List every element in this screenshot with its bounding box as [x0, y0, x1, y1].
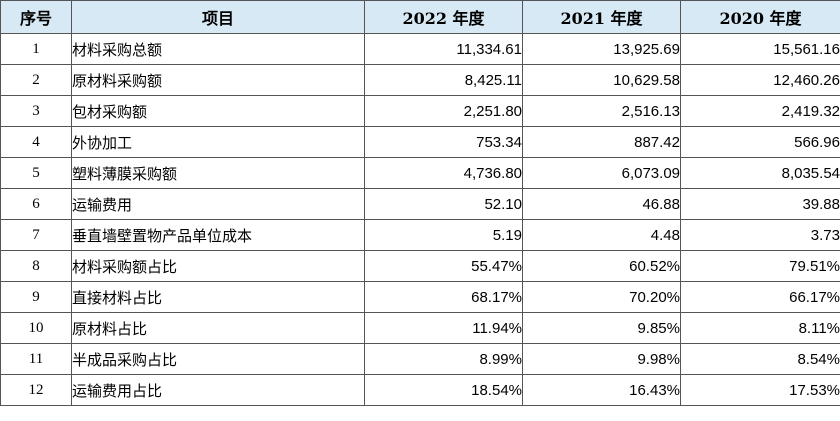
- value-2021: 60.52%: [522, 250, 681, 282]
- row-seq: 5: [0, 157, 72, 189]
- value-2020: 8.54%: [680, 343, 840, 375]
- row-seq: 8: [0, 250, 72, 282]
- row-seq: 9: [0, 281, 72, 313]
- row-item: 包材采购额: [71, 95, 365, 127]
- row-seq: 4: [0, 126, 72, 158]
- value-2021: 13,925.69: [522, 33, 681, 65]
- value-2022: 11,334.61: [364, 33, 523, 65]
- value-2020: 8,035.54: [680, 157, 840, 189]
- value-2022: 8,425.11: [364, 64, 523, 96]
- table-row: 7 垂直墙壁置物产品单位成本 5.19 4.48 3.73: [0, 219, 840, 251]
- value-2020: 66.17%: [680, 281, 840, 313]
- value-2020: 8.11%: [680, 312, 840, 344]
- value-2020: 2,419.32: [680, 95, 840, 127]
- value-2022: 5.19: [364, 219, 523, 251]
- value-2020: 12,460.26: [680, 64, 840, 96]
- value-2021: 10,629.58: [522, 64, 681, 96]
- table-row: 8 材料采购额占比 55.47% 60.52% 79.51%: [0, 250, 840, 282]
- row-item: 外协加工: [71, 126, 365, 158]
- header-2021: 2021 年度: [522, 0, 681, 34]
- row-item: 垂直墙壁置物产品单位成本: [71, 219, 365, 251]
- value-2021: 9.85%: [522, 312, 681, 344]
- row-seq: 11: [0, 343, 72, 375]
- header-item: 项目: [71, 0, 365, 34]
- value-2022: 2,251.80: [364, 95, 523, 127]
- row-item: 材料采购总额: [71, 33, 365, 65]
- value-2020: 15,561.16: [680, 33, 840, 65]
- value-2021: 16.43%: [522, 374, 681, 406]
- row-item: 塑料薄膜采购额: [71, 157, 365, 189]
- row-item: 原材料占比: [71, 312, 365, 344]
- table-row: 11 半成品采购占比 8.99% 9.98% 8.54%: [0, 343, 840, 375]
- value-2022: 4,736.80: [364, 157, 523, 189]
- value-2020: 17.53%: [680, 374, 840, 406]
- row-item: 半成品采购占比: [71, 343, 365, 375]
- row-item: 材料采购额占比: [71, 250, 365, 282]
- value-2020: 3.73: [680, 219, 840, 251]
- value-2022: 18.54%: [364, 374, 523, 406]
- header-2022: 2022 年度: [364, 0, 523, 34]
- value-2020: 566.96: [680, 126, 840, 158]
- value-2021: 4.48: [522, 219, 681, 251]
- row-seq: 3: [0, 95, 72, 127]
- row-item: 运输费用占比: [71, 374, 365, 406]
- row-item: 运输费用: [71, 188, 365, 220]
- table-row: 9 直接材料占比 68.17% 70.20% 66.17%: [0, 281, 840, 313]
- header-2020: 2020 年度: [680, 0, 840, 34]
- table-row: 6 运输费用 52.10 46.88 39.88: [0, 188, 840, 220]
- value-2022: 11.94%: [364, 312, 523, 344]
- value-2020: 79.51%: [680, 250, 840, 282]
- table-row: 12 运输费用占比 18.54% 16.43% 17.53%: [0, 374, 840, 406]
- purchase-data-table: 序号 项目 2022 年度 2021 年度 2020 年度 1 材料采购总额 1…: [0, 0, 840, 406]
- row-item: 原材料采购额: [71, 64, 365, 96]
- header-seq: 序号: [0, 0, 72, 34]
- value-2022: 8.99%: [364, 343, 523, 375]
- row-seq: 6: [0, 188, 72, 220]
- row-seq: 2: [0, 64, 72, 96]
- row-item: 直接材料占比: [71, 281, 365, 313]
- value-2021: 6,073.09: [522, 157, 681, 189]
- row-seq: 1: [0, 33, 72, 65]
- table-row: 2 原材料采购额 8,425.11 10,629.58 12,460.26: [0, 64, 840, 96]
- table-header-row: 序号 项目 2022 年度 2021 年度 2020 年度: [0, 0, 840, 34]
- value-2022: 55.47%: [364, 250, 523, 282]
- value-2022: 52.10: [364, 188, 523, 220]
- value-2021: 46.88: [522, 188, 681, 220]
- table-row: 4 外协加工 753.34 887.42 566.96: [0, 126, 840, 158]
- table-row: 10 原材料占比 11.94% 9.85% 8.11%: [0, 312, 840, 344]
- value-2021: 9.98%: [522, 343, 681, 375]
- value-2020: 39.88: [680, 188, 840, 220]
- value-2021: 2,516.13: [522, 95, 681, 127]
- table-row: 1 材料采购总额 11,334.61 13,925.69 15,561.16: [0, 33, 840, 65]
- row-seq: 12: [0, 374, 72, 406]
- table-row: 5 塑料薄膜采购额 4,736.80 6,073.09 8,035.54: [0, 157, 840, 189]
- row-seq: 7: [0, 219, 72, 251]
- table-row: 3 包材采购额 2,251.80 2,516.13 2,419.32: [0, 95, 840, 127]
- value-2021: 70.20%: [522, 281, 681, 313]
- row-seq: 10: [0, 312, 72, 344]
- value-2022: 753.34: [364, 126, 523, 158]
- value-2022: 68.17%: [364, 281, 523, 313]
- value-2021: 887.42: [522, 126, 681, 158]
